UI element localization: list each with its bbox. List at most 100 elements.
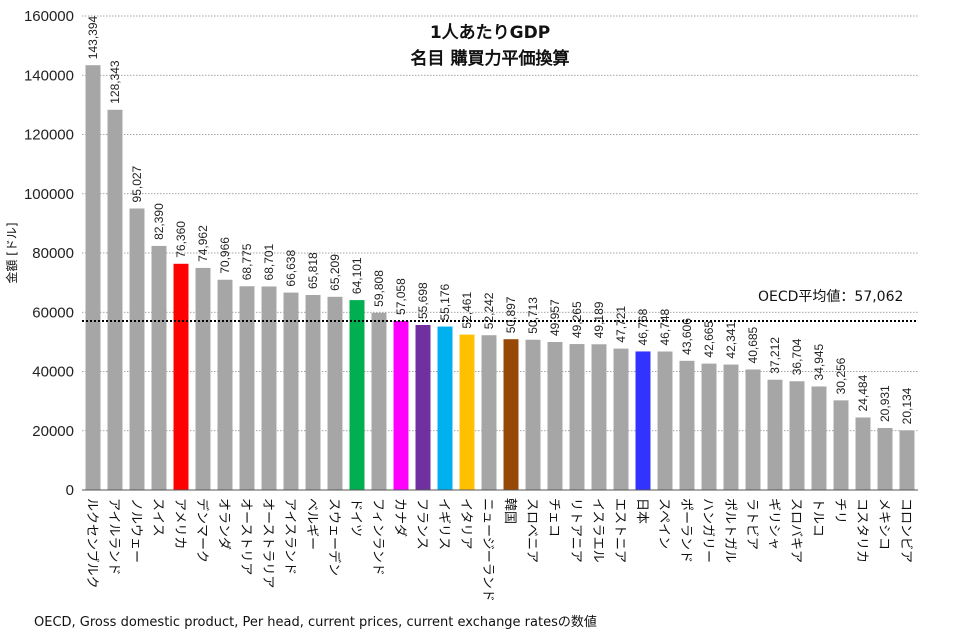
- bar: [833, 400, 849, 490]
- y-tick-label: 20000: [32, 423, 74, 440]
- bar: [679, 360, 695, 490]
- bar: [393, 320, 409, 490]
- x-tick-label: 韓国: [502, 498, 517, 524]
- x-tick-label: リトアニア: [568, 498, 583, 563]
- x-tick-label: スロバキア: [788, 498, 803, 563]
- x-tick-label: コスタリカ: [854, 498, 869, 563]
- bar: [107, 109, 123, 490]
- bar: [613, 348, 629, 490]
- data-label: 46,768: [636, 308, 650, 345]
- bar: [811, 386, 827, 490]
- x-tick-label: チェコ: [546, 498, 561, 537]
- x-tick-label: メキシコ: [876, 498, 891, 550]
- y-tick-label: 120000: [24, 127, 74, 144]
- bar: [195, 267, 211, 490]
- data-label: 34,945: [812, 343, 826, 380]
- data-label: 64,101: [350, 257, 364, 294]
- x-tick-label: ラトビア: [744, 498, 759, 550]
- bar: [503, 339, 519, 490]
- data-label: 70,966: [218, 237, 232, 274]
- data-label: 42,341: [724, 322, 738, 359]
- x-tick-label: カナダ: [392, 498, 407, 537]
- y-tick-label: 0: [66, 482, 74, 499]
- y-axis: 0 20000 40000 60000 80000 100000 120000 140000 1…: [24, 8, 74, 499]
- bar: [635, 351, 651, 490]
- x-tick-label: イスラエル: [590, 498, 605, 563]
- bar: [591, 344, 607, 490]
- x-tick-label: フィンランド: [370, 498, 385, 576]
- oecd-average-label: OECD平均値：57,062: [758, 289, 903, 305]
- x-tick-label: オランダ: [216, 498, 231, 550]
- bar: [305, 295, 321, 490]
- data-label: 74,962: [196, 225, 210, 262]
- x-tick-label: エストニア: [612, 498, 627, 563]
- x-tick-label: 日本: [634, 498, 649, 524]
- x-tick-label: ポーランド: [678, 498, 693, 563]
- x-tick-label: デンマーク: [194, 498, 210, 563]
- bars: [85, 65, 915, 490]
- y-tick-label: 160000: [24, 8, 74, 25]
- data-label: 49,189: [592, 301, 606, 338]
- x-tick-label: コロンビア: [898, 498, 913, 563]
- bar: [525, 339, 541, 490]
- y-tick-label: 40000: [32, 364, 74, 381]
- y-tick-label: 80000: [32, 245, 74, 262]
- x-tick-label: アイルランド: [106, 498, 121, 575]
- data-label: 42,665: [702, 321, 716, 358]
- x-tick-label: オーストラリア: [260, 498, 275, 588]
- bar: [723, 364, 739, 490]
- bar: [701, 363, 717, 490]
- x-tick-label: チリ: [832, 498, 847, 524]
- bar: [899, 430, 915, 490]
- bar: [283, 292, 299, 490]
- data-label: 49,957: [548, 299, 562, 336]
- chart-title: 1人あたりGDP: [430, 23, 550, 43]
- bar: [789, 381, 805, 490]
- data-label: 66,638: [284, 250, 298, 287]
- bar: [261, 286, 277, 490]
- data-label: 143,394: [86, 15, 100, 59]
- data-label: 20,931: [878, 385, 892, 422]
- bar: [327, 296, 343, 490]
- data-label: 43,606: [680, 318, 694, 355]
- bar: [657, 351, 673, 490]
- x-tick-label: スウェーデン: [326, 498, 342, 576]
- x-tick-label: アイスランド: [282, 498, 297, 575]
- data-label: 57,058: [394, 278, 408, 315]
- bar: [877, 427, 893, 490]
- bar: [371, 312, 387, 490]
- bar: [349, 300, 365, 490]
- data-label: 59,808: [372, 270, 386, 307]
- bar: [239, 286, 255, 490]
- y-tick-label: 100000: [24, 186, 74, 203]
- data-label: 37,212: [768, 337, 782, 374]
- data-label: 68,701: [262, 243, 276, 280]
- bar: [85, 65, 101, 490]
- data-label: 95,027: [130, 165, 144, 202]
- x-tick-label: イギリス: [436, 498, 451, 550]
- data-label: 50,897: [504, 296, 518, 333]
- data-label: 76,360: [174, 221, 188, 258]
- data-label: 24,484: [856, 374, 870, 411]
- x-tick-label: ギリシャ: [766, 498, 781, 550]
- y-tick-label: 140000: [24, 67, 74, 84]
- data-label: 47,721: [614, 306, 628, 343]
- y-axis-label: 金額 [ドル]: [4, 222, 19, 283]
- bar: [437, 326, 453, 490]
- x-tick-label: ノルウェー: [128, 498, 143, 563]
- data-label: 30,256: [834, 357, 848, 394]
- x-tick-label: スペイン: [656, 498, 671, 549]
- data-label: 65,818: [306, 252, 320, 289]
- data-label: 40,685: [746, 326, 760, 363]
- source-note: OECD, Gross domestic product, Per head, …: [34, 614, 597, 630]
- data-label: 55,698: [416, 282, 430, 319]
- bar: [547, 342, 563, 490]
- data-label: 55,176: [438, 284, 452, 321]
- data-label: 50,713: [526, 297, 540, 334]
- x-tick-label: スロベニア: [524, 498, 539, 563]
- x-tick-label: ニュージーランド: [480, 498, 495, 602]
- data-label: 82,390: [152, 203, 166, 240]
- x-tick-label: スイス: [150, 498, 165, 537]
- data-label: 68,775: [240, 243, 254, 280]
